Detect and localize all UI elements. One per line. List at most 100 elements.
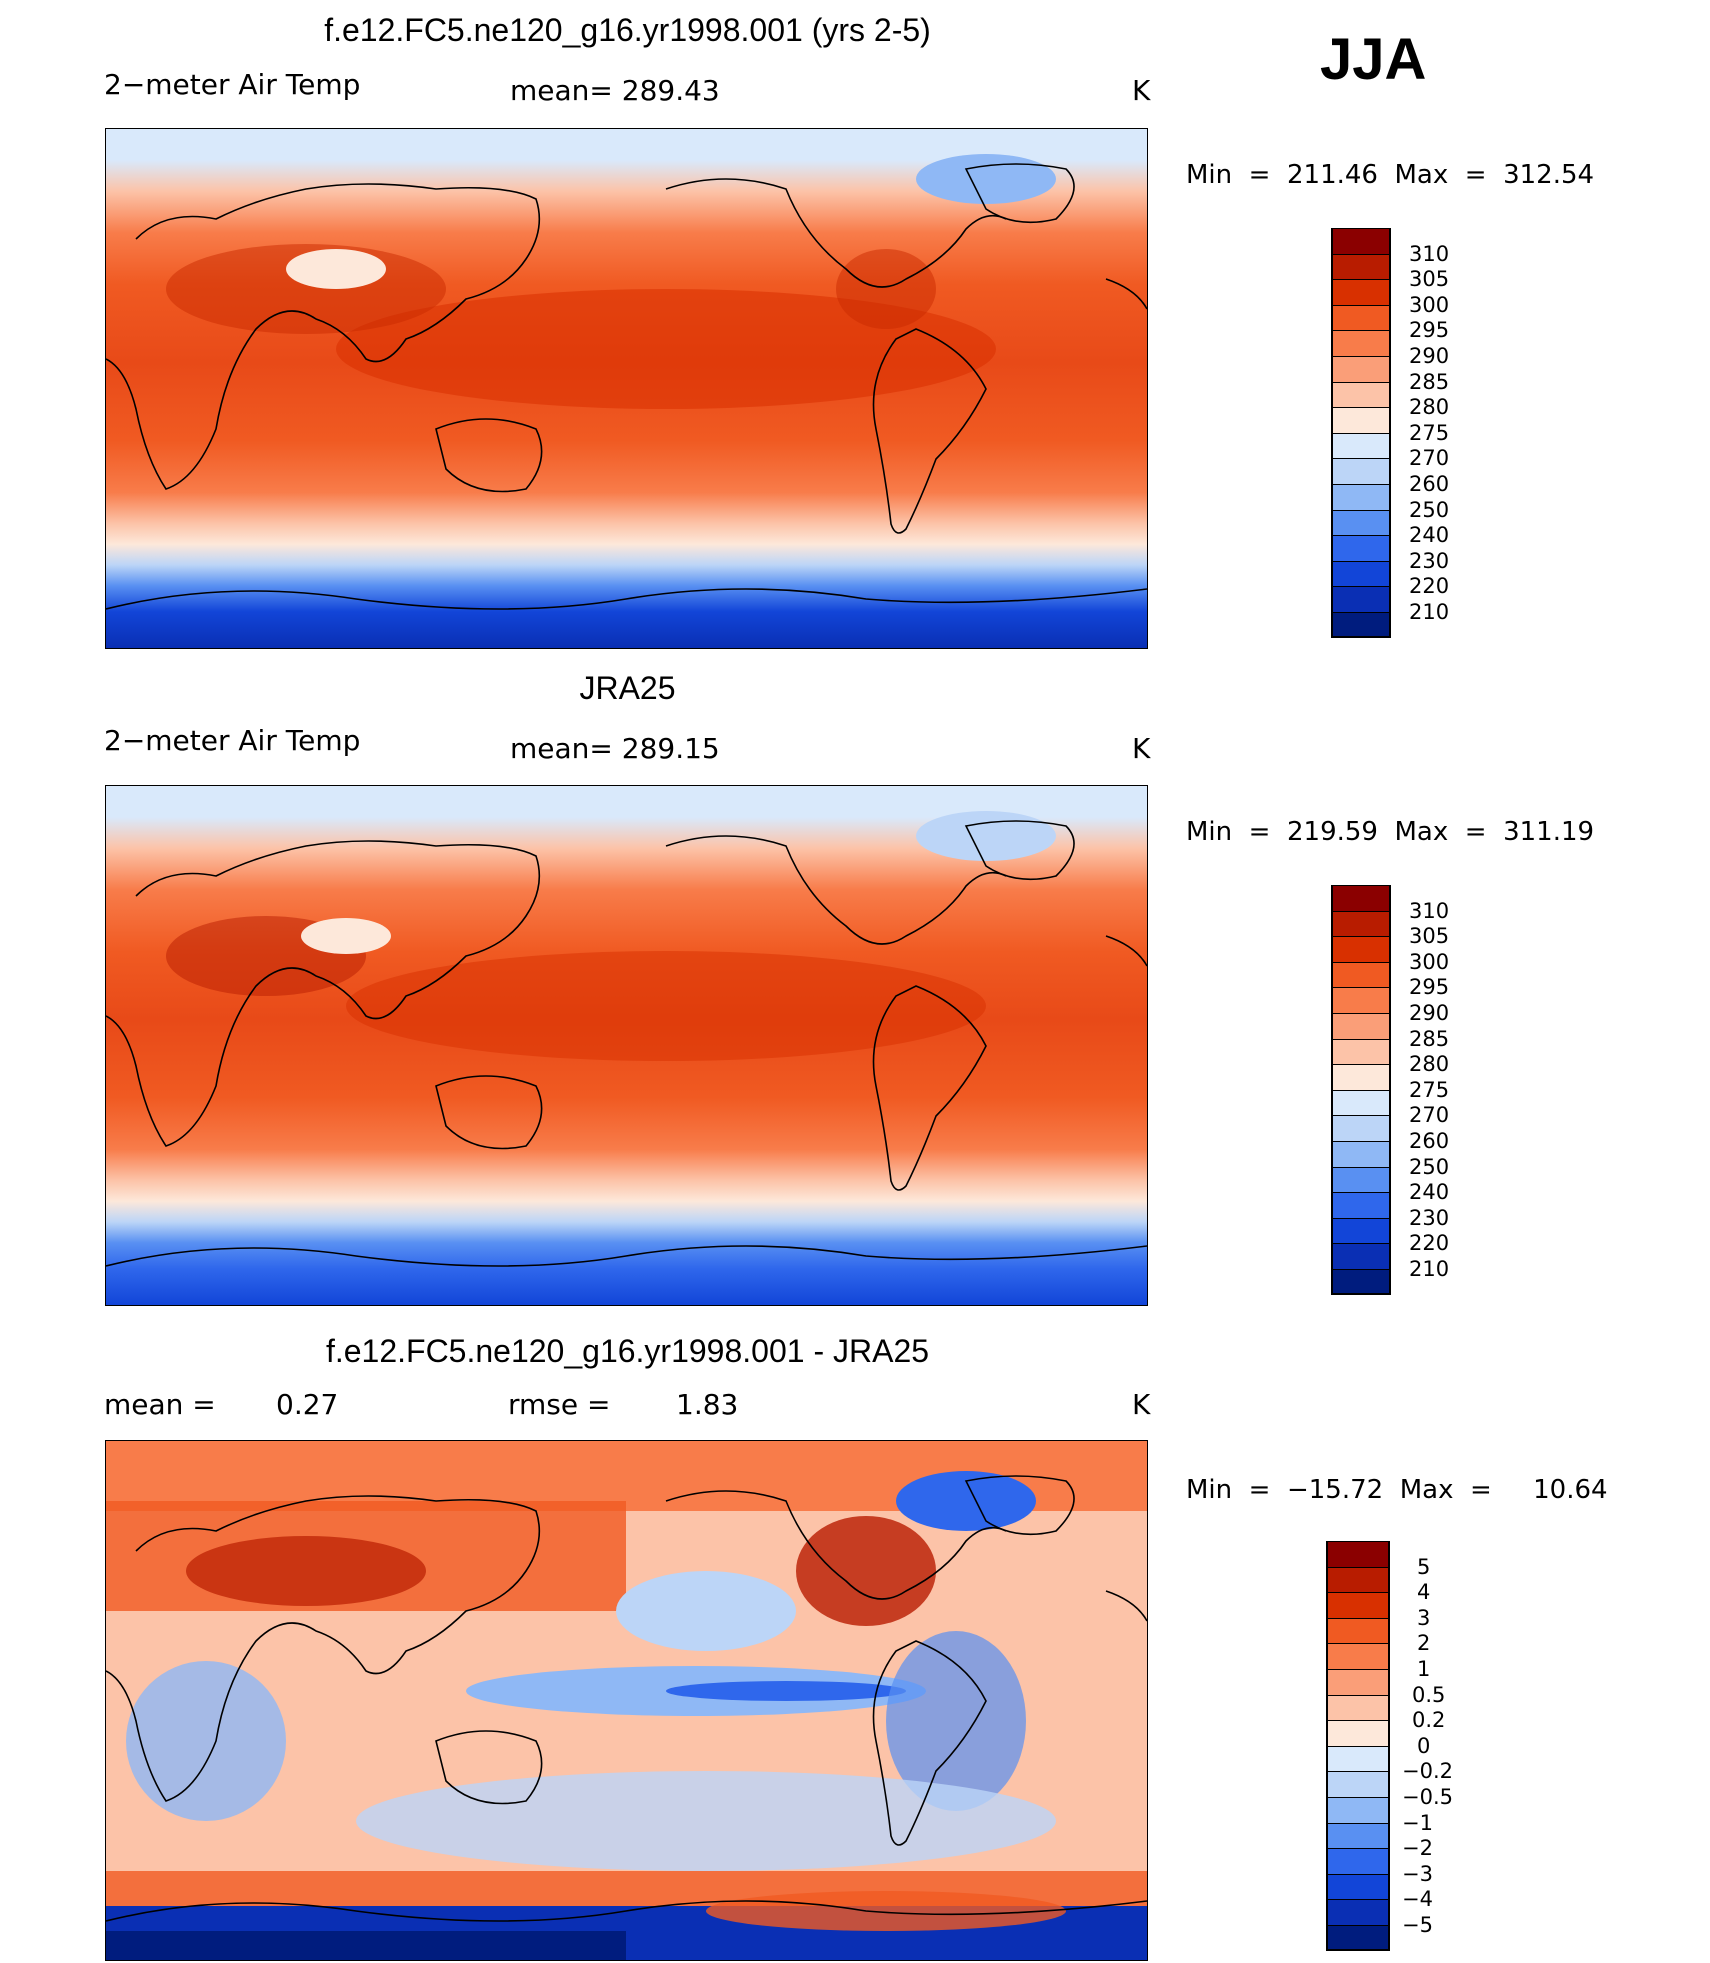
colorbar-label: 0.5 bbox=[1412, 1682, 1446, 1707]
colorbar-label: 230 bbox=[1409, 548, 1450, 573]
panel3-rmse-value: 1.83 bbox=[676, 1388, 739, 1421]
colorbar-swatch bbox=[1326, 1566, 1390, 1593]
colorbar-label: 285 bbox=[1409, 1026, 1450, 1051]
panel3-mean-label: mean = bbox=[104, 1388, 216, 1421]
colorbar-label: −4 bbox=[1402, 1887, 1433, 1912]
panel3-units-label: K bbox=[1132, 1388, 1151, 1421]
colorbar-label: 240 bbox=[1409, 1180, 1450, 1205]
colorbar-label: 305 bbox=[1409, 267, 1450, 292]
colorbar-label: 275 bbox=[1409, 420, 1450, 445]
colorbar-swatch bbox=[1326, 1541, 1390, 1568]
colorbar-swatch bbox=[1326, 1745, 1390, 1772]
colorbar-label: 295 bbox=[1409, 975, 1450, 1000]
colorbar-swatch bbox=[1331, 228, 1391, 255]
colorbar-swatch bbox=[1326, 1797, 1390, 1824]
colorbar-swatch bbox=[1331, 910, 1391, 937]
colorbar-label: 270 bbox=[1409, 1103, 1450, 1128]
colorbar-label: 300 bbox=[1409, 292, 1450, 317]
panel1-units-label: K bbox=[1132, 74, 1151, 107]
colorbar-label: 280 bbox=[1409, 1052, 1450, 1077]
colorbar-swatch bbox=[1331, 535, 1391, 562]
colorbar-swatch bbox=[1331, 1243, 1391, 1270]
colorbar-swatch bbox=[1326, 1669, 1390, 1696]
colorbar-swatch bbox=[1331, 458, 1391, 485]
colorbar-swatch bbox=[1331, 1038, 1391, 1065]
colorbar-swatch bbox=[1331, 885, 1391, 912]
colorbar-swatch bbox=[1331, 961, 1391, 988]
colorbar-label: 310 bbox=[1409, 241, 1450, 266]
colorbar-swatch bbox=[1331, 279, 1391, 306]
colorbar-label: 0.2 bbox=[1412, 1708, 1446, 1733]
colorbar-swatch bbox=[1331, 612, 1391, 639]
panel1-variable-label: 2−meter Air Temp bbox=[104, 68, 361, 101]
colorbar-label: 270 bbox=[1409, 446, 1450, 471]
colorbar-swatch bbox=[1326, 1592, 1390, 1619]
colorbar-label: 220 bbox=[1409, 574, 1450, 599]
panel1-map-field bbox=[106, 129, 1147, 648]
colorbar-label: 295 bbox=[1409, 318, 1450, 343]
colorbar-swatch bbox=[1326, 1925, 1390, 1952]
panel1-map bbox=[105, 128, 1148, 649]
colorbar-swatch bbox=[1331, 381, 1391, 408]
colorbar-swatch bbox=[1331, 1115, 1391, 1142]
colorbar-swatch bbox=[1331, 407, 1391, 434]
colorbar-label: 240 bbox=[1409, 523, 1450, 548]
colorbar-label: −0.2 bbox=[1402, 1759, 1453, 1784]
panel2-map-field bbox=[106, 786, 1147, 1305]
colorbar-swatch bbox=[1331, 1064, 1391, 1091]
colorbar-swatch bbox=[1326, 1873, 1390, 1900]
panel2-title: JRA25 bbox=[579, 670, 676, 706]
colorbar-label: 300 bbox=[1409, 949, 1450, 974]
colorbar-swatch bbox=[1331, 560, 1391, 587]
panel1-title: f.e12.FC5.ne120_g16.yr1998.001 (yrs 2-5) bbox=[324, 12, 931, 48]
colorbar-label: 230 bbox=[1409, 1205, 1450, 1230]
colorbar-swatch bbox=[1326, 1643, 1390, 1670]
panel2-variable-label: 2−meter Air Temp bbox=[104, 724, 361, 757]
colorbar-swatch bbox=[1331, 484, 1391, 511]
panel3-title: f.e12.FC5.ne120_g16.yr1998.001 - JRA25 bbox=[325, 1333, 930, 1369]
colorbar-label: 305 bbox=[1409, 924, 1450, 949]
panel3-mean-value: 0.27 bbox=[276, 1388, 339, 1421]
colorbar-label: 5 bbox=[1417, 1554, 1431, 1579]
panel1-minmax: Min = 211.46 Max = 312.54 bbox=[1186, 160, 1595, 190]
panel2-minmax: Min = 219.59 Max = 311.19 bbox=[1186, 817, 1595, 847]
colorbar-swatch bbox=[1331, 304, 1391, 331]
colorbar-swatch bbox=[1326, 1899, 1390, 1926]
colorbar-label: 3 bbox=[1417, 1605, 1431, 1630]
colorbar-label: 250 bbox=[1409, 1154, 1450, 1179]
panel3-minmax: Min = −15.72 Max = 10.64 bbox=[1186, 1475, 1608, 1505]
colorbar-label: 285 bbox=[1409, 369, 1450, 394]
colorbar-swatch bbox=[1331, 356, 1391, 383]
colorbar-swatch bbox=[1326, 1822, 1390, 1849]
colorbar-swatch bbox=[1331, 253, 1391, 280]
colorbar-label: 290 bbox=[1409, 344, 1450, 368]
colorbar-label: −2 bbox=[1402, 1836, 1433, 1861]
colorbar-label: 280 bbox=[1409, 395, 1450, 420]
panel3-map-field bbox=[106, 1441, 1147, 1960]
season-label: JJA bbox=[1320, 27, 1427, 92]
colorbar-swatch bbox=[1331, 330, 1391, 357]
panel3-rmse-label: rmse = bbox=[508, 1388, 611, 1421]
colorbar-swatch bbox=[1331, 1013, 1391, 1040]
colorbar-swatch bbox=[1331, 432, 1391, 459]
colorbar-label: 1 bbox=[1417, 1657, 1431, 1681]
colorbar-swatch bbox=[1331, 1192, 1391, 1219]
panel2-mean-label: mean= 289.15 bbox=[510, 732, 720, 765]
colorbar-label: −0.5 bbox=[1402, 1785, 1453, 1809]
colorbar-label: 210 bbox=[1409, 1257, 1450, 1281]
colorbar-label: 2 bbox=[1417, 1631, 1431, 1656]
colorbar-label: 250 bbox=[1409, 497, 1450, 522]
colorbar-label: −5 bbox=[1402, 1913, 1433, 1937]
colorbar-swatch bbox=[1331, 1217, 1391, 1244]
colorbar-label: 260 bbox=[1409, 1129, 1450, 1153]
colorbar-swatch bbox=[1331, 509, 1391, 536]
colorbar-swatch bbox=[1331, 1166, 1391, 1193]
colorbar-label: 0 bbox=[1417, 1733, 1431, 1758]
colorbar-swatch bbox=[1326, 1617, 1390, 1644]
colorbar-label: 275 bbox=[1409, 1077, 1450, 1102]
colorbar-label: 210 bbox=[1409, 600, 1450, 624]
colorbar-swatch bbox=[1326, 1848, 1390, 1875]
colorbar-swatch bbox=[1326, 1694, 1390, 1721]
colorbar-label: −1 bbox=[1402, 1810, 1433, 1835]
colorbar-label: 310 bbox=[1409, 898, 1450, 923]
